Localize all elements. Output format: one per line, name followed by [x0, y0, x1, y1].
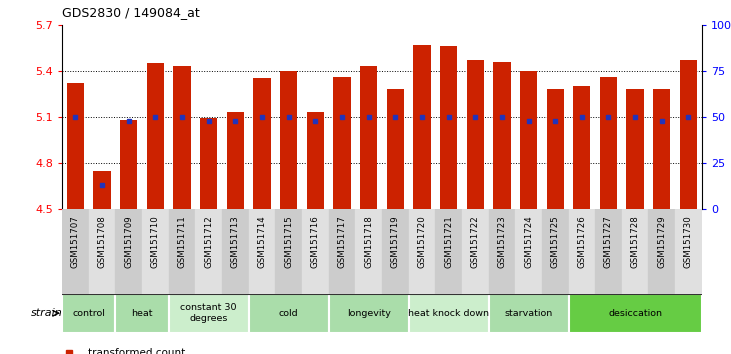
Bar [142, 209, 169, 294]
Text: GSM151727: GSM151727 [604, 216, 613, 268]
Bar [200, 118, 217, 209]
Text: GSM151714: GSM151714 [257, 216, 267, 268]
Text: GSM151710: GSM151710 [151, 216, 160, 268]
Text: GSM151717: GSM151717 [338, 216, 346, 268]
Bar [227, 112, 244, 209]
Bar [409, 209, 435, 294]
Text: GSM151707: GSM151707 [71, 216, 80, 268]
Bar [195, 209, 222, 294]
Text: transformed count: transformed count [88, 348, 185, 354]
Bar [653, 89, 670, 209]
Text: cold: cold [279, 309, 298, 318]
Bar [115, 209, 142, 294]
Text: GSM151723: GSM151723 [497, 216, 507, 268]
Text: GSM151721: GSM151721 [444, 216, 453, 268]
Bar [254, 79, 270, 209]
Bar [493, 62, 510, 209]
Bar [360, 66, 377, 209]
Text: starvation: starvation [504, 309, 553, 318]
Bar [307, 112, 324, 209]
Bar [626, 89, 644, 209]
Text: GSM151719: GSM151719 [391, 216, 400, 268]
Text: GSM151724: GSM151724 [524, 216, 533, 268]
Bar [94, 171, 111, 209]
Bar [542, 209, 569, 294]
Text: GSM151713: GSM151713 [231, 216, 240, 268]
Bar [249, 209, 276, 294]
Bar [62, 209, 88, 294]
Bar [595, 209, 622, 294]
Bar [169, 294, 249, 333]
Bar [302, 209, 329, 294]
Bar [62, 294, 115, 333]
Bar [173, 66, 191, 209]
Bar [675, 209, 702, 294]
Bar [115, 294, 169, 333]
Text: GSM151726: GSM151726 [577, 216, 586, 268]
Bar [329, 209, 355, 294]
Text: GSM151718: GSM151718 [364, 216, 373, 268]
Bar [249, 294, 329, 333]
Text: GSM151725: GSM151725 [550, 216, 560, 268]
Bar [600, 77, 617, 209]
Bar [466, 60, 484, 209]
Bar [333, 77, 351, 209]
Bar [440, 46, 457, 209]
Text: GSM151716: GSM151716 [311, 216, 320, 268]
Text: desiccation: desiccation [608, 309, 662, 318]
Bar [413, 45, 431, 209]
Bar [462, 209, 488, 294]
Bar [329, 294, 409, 333]
Bar [88, 209, 115, 294]
Text: GSM151711: GSM151711 [178, 216, 186, 268]
Bar [488, 209, 515, 294]
Text: GSM151715: GSM151715 [284, 216, 293, 268]
Bar [382, 209, 409, 294]
Text: GSM151722: GSM151722 [471, 216, 480, 268]
Text: heat knock down: heat knock down [408, 309, 489, 318]
Bar [222, 209, 249, 294]
Bar [409, 294, 488, 333]
Text: GSM151729: GSM151729 [657, 216, 666, 268]
Bar [680, 60, 697, 209]
Bar [120, 120, 137, 209]
Text: GSM151712: GSM151712 [204, 216, 213, 268]
Bar [147, 63, 164, 209]
Text: GSM151728: GSM151728 [631, 216, 640, 268]
Text: GSM151709: GSM151709 [124, 216, 133, 268]
Bar [520, 71, 537, 209]
Bar [547, 89, 564, 209]
Bar [569, 294, 702, 333]
Bar [573, 86, 591, 209]
Text: constant 30
degrees: constant 30 degrees [181, 303, 237, 323]
Text: heat: heat [132, 309, 153, 318]
Text: GSM151720: GSM151720 [417, 216, 426, 268]
Bar [355, 209, 382, 294]
Text: strain: strain [31, 308, 62, 318]
Bar [276, 209, 302, 294]
Text: GSM151708: GSM151708 [98, 216, 107, 268]
Bar [67, 83, 84, 209]
Bar [488, 294, 569, 333]
Bar [622, 209, 648, 294]
Bar [515, 209, 542, 294]
Bar [648, 209, 675, 294]
Bar [569, 209, 595, 294]
Bar [387, 89, 404, 209]
Text: longevity: longevity [346, 309, 390, 318]
Text: control: control [72, 309, 105, 318]
Text: GSM151730: GSM151730 [684, 216, 693, 268]
Bar [435, 209, 462, 294]
Text: GDS2830 / 149084_at: GDS2830 / 149084_at [62, 6, 200, 18]
Bar [169, 209, 195, 294]
Bar [280, 71, 298, 209]
